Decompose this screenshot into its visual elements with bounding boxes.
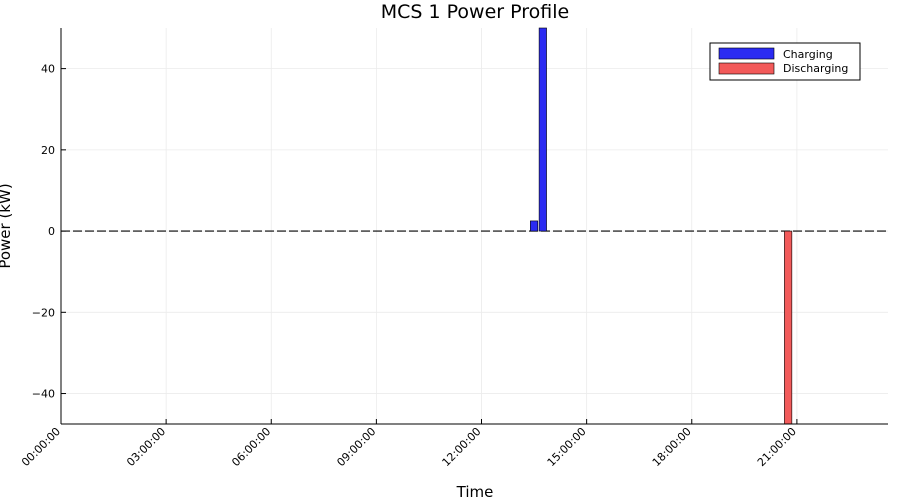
bar-charging: [530, 220, 539, 232]
y-tick-label: 40: [41, 63, 55, 76]
legend-label-charging: Charging: [783, 48, 833, 61]
axes-layer: [60, 28, 888, 425]
y-axis-title: Power (kW): [0, 183, 14, 268]
y-tick-label: 0: [48, 225, 55, 238]
y-tick-label: −20: [32, 306, 55, 319]
x-tick-label: 21:00:00: [755, 425, 799, 469]
x-tick-label: 18:00:00: [650, 425, 694, 469]
legend-swatch-discharging: [718, 62, 775, 75]
x-tick-label: 09:00:00: [334, 425, 378, 469]
grid-layer: [60, 28, 888, 424]
ticks-layer: −40 −20 0 20 40 00:00:00 03:00:00 06:00:00 09:00…: [19, 63, 799, 469]
bars-layer: [530, 27, 793, 425]
x-tick-label: 15:00:00: [545, 425, 589, 469]
bar-discharging: [784, 230, 793, 425]
y-tick-label: −40: [32, 388, 55, 401]
bar-charging: [538, 27, 547, 232]
x-tick-label: 06:00:00: [229, 425, 273, 469]
x-axis-title: Time: [456, 483, 494, 500]
x-tick-label: 00:00:00: [19, 425, 63, 469]
x-tick-label: 12:00:00: [440, 425, 484, 469]
chart-title: MCS 1 Power Profile: [381, 1, 569, 23]
legend-swatch-charging: [718, 47, 775, 60]
legend: Charging Discharging: [709, 42, 861, 81]
legend-label-discharging: Discharging: [783, 62, 848, 75]
x-tick-label: 03:00:00: [124, 425, 168, 469]
y-tick-label: 20: [41, 144, 55, 157]
